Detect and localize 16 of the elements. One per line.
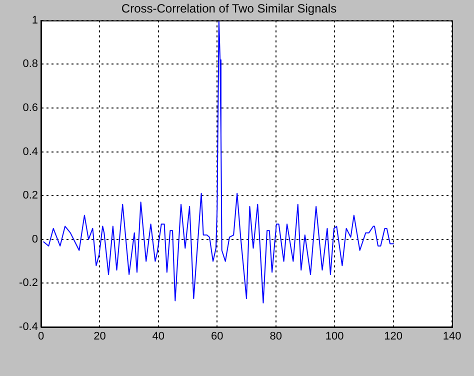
x-tick-label: 20 bbox=[94, 330, 106, 343]
x-tick-label: 60 bbox=[211, 330, 224, 343]
y-tick-label: -0.4 bbox=[19, 321, 38, 334]
x-tick-label: 40 bbox=[152, 330, 165, 343]
x-tick-label: 80 bbox=[270, 330, 282, 343]
x-tick-label: 120 bbox=[384, 330, 402, 343]
y-tick-label: 0.2 bbox=[22, 190, 38, 202]
chart-title: Cross-Correlation of Two Similar Signals bbox=[121, 2, 337, 16]
x-tick-label: 100 bbox=[325, 330, 344, 343]
y-tick-label: 0 bbox=[32, 233, 38, 246]
y-tick-label: 0.6 bbox=[22, 102, 38, 114]
y-tick-label: 0.4 bbox=[22, 146, 38, 158]
y-tick-label: -0.2 bbox=[19, 277, 38, 290]
x-tick-label: 140 bbox=[442, 330, 462, 343]
y-tick-label: 0.8 bbox=[22, 58, 38, 70]
y-tick-label: 1 bbox=[32, 14, 38, 26]
